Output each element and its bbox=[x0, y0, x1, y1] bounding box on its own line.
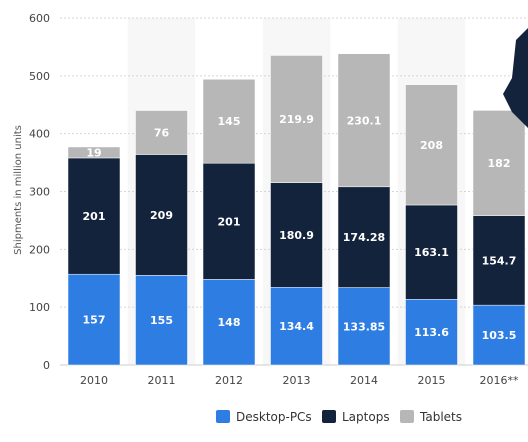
data-label: 230.1 bbox=[347, 114, 382, 127]
bar-segment bbox=[472, 110, 526, 216]
bar-segment bbox=[67, 146, 121, 159]
bar-segment bbox=[405, 299, 458, 366]
bar-segment bbox=[67, 273, 121, 366]
y-tick-label: 200 bbox=[29, 243, 50, 256]
bar-segment bbox=[135, 275, 188, 366]
x-tick-label: 2011 bbox=[148, 374, 176, 387]
bars: 157 201 19 155 209 76 148 201 145 134.4 180.9 219.9… bbox=[67, 53, 526, 366]
data-label: 201 bbox=[218, 215, 241, 228]
data-label: 103.5 bbox=[482, 329, 517, 342]
x-tick-label: 2015 bbox=[418, 374, 446, 387]
bar-segment bbox=[135, 154, 188, 276]
data-label: 134.4 bbox=[279, 320, 314, 333]
data-label: 174.28 bbox=[343, 231, 385, 244]
data-label: 209 bbox=[150, 209, 173, 222]
bar-segment bbox=[202, 279, 256, 366]
bar-segment bbox=[67, 157, 121, 275]
bar-segment bbox=[405, 204, 458, 300]
bar-segment bbox=[202, 162, 256, 280]
data-label: 145 bbox=[218, 115, 241, 128]
data-label: 113.6 bbox=[414, 326, 449, 339]
y-tick-label: 600 bbox=[29, 12, 50, 25]
data-label: 133.85 bbox=[343, 320, 385, 333]
x-tick-label: 2012 bbox=[215, 374, 243, 387]
legend-swatch bbox=[400, 410, 414, 423]
data-label: 76 bbox=[154, 127, 170, 140]
bar-segment bbox=[472, 304, 526, 366]
data-label: 154.7 bbox=[482, 254, 517, 267]
data-label: 201 bbox=[83, 210, 106, 223]
data-label: 182 bbox=[488, 157, 511, 170]
data-label: 157 bbox=[83, 314, 106, 327]
data-label: 180.9 bbox=[279, 229, 314, 242]
legend-swatch bbox=[322, 410, 336, 423]
bar-segment bbox=[270, 55, 323, 183]
bar-segment bbox=[135, 110, 188, 155]
legend-label: Desktop-PCs bbox=[236, 410, 312, 424]
legend: Desktop-PCs Laptops Tablets bbox=[216, 410, 462, 424]
bar-segment bbox=[405, 84, 458, 206]
data-label: 155 bbox=[150, 314, 173, 327]
x-tick-label: 2016** bbox=[480, 374, 519, 387]
bar-segment bbox=[270, 182, 323, 288]
data-label: 219.9 bbox=[279, 113, 314, 126]
data-label: 163.1 bbox=[414, 246, 449, 259]
bar-segment bbox=[202, 79, 256, 164]
bar-segment bbox=[337, 53, 391, 188]
y-axis-label: Shipments in million units bbox=[13, 125, 24, 255]
x-tick-label: 2010 bbox=[80, 374, 108, 387]
y-tick-label: 500 bbox=[29, 70, 50, 83]
legend-swatch bbox=[216, 410, 230, 423]
y-tick-label: 400 bbox=[29, 128, 50, 141]
y-tick-label: 300 bbox=[29, 186, 50, 199]
legend-label: Laptops bbox=[342, 410, 390, 424]
bar-segment bbox=[270, 287, 323, 366]
y-tick-label: 100 bbox=[29, 301, 50, 314]
data-label: 19 bbox=[86, 146, 101, 159]
y-tick-label: 0 bbox=[43, 359, 50, 372]
data-label: 208 bbox=[420, 139, 443, 152]
data-label: 148 bbox=[218, 316, 241, 329]
axis-ticks: 0 100 200 300 400 500 600 2010 2011 2012 2013 2014 2… bbox=[29, 12, 519, 387]
bar-segment bbox=[472, 215, 526, 306]
bar-segment bbox=[337, 186, 391, 288]
share-callout-shape bbox=[503, 28, 528, 128]
x-tick-label: 2014 bbox=[350, 374, 378, 387]
legend-label: Tablets bbox=[419, 410, 462, 424]
bar-segment bbox=[337, 287, 391, 366]
x-tick-label: 2013 bbox=[283, 374, 311, 387]
